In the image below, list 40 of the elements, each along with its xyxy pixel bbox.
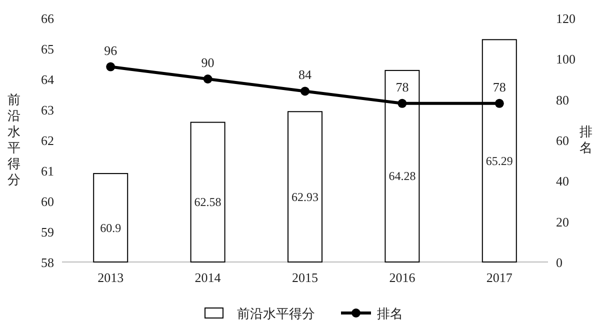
data-label: 96 (104, 42, 118, 58)
y-tick-label: 61 (41, 164, 54, 178)
y-tick-label: 62 (41, 133, 54, 148)
data-label: 78 (492, 79, 506, 94)
y-tick-label: 64 (41, 72, 54, 87)
y2-tick-label: 120 (556, 11, 576, 26)
y-tick-label: 58 (41, 255, 54, 270)
y2-tick-label: 60 (556, 133, 569, 148)
y2-tick-label: 40 (556, 174, 569, 189)
x-tick-label: 2013 (98, 270, 124, 285)
x-tick-label: 2017 (486, 270, 513, 285)
data-label: 62.93 (292, 190, 318, 204)
point (398, 98, 407, 108)
y-tick-label: 65 (41, 42, 54, 56)
y-tick-label: 60 (41, 194, 54, 209)
legend-label: 排名 (377, 306, 403, 321)
x-tick-label: 2015 (292, 270, 318, 285)
data-label: 60.9 (100, 220, 122, 235)
data-label: 84 (298, 67, 312, 82)
y2-tick-label: 0 (556, 255, 562, 270)
x-tick-label: 2014 (194, 270, 222, 285)
data-label: 90 (201, 55, 214, 70)
point (300, 86, 310, 96)
y-axis-title: 前沿水平得分 (8, 92, 20, 187)
point (494, 98, 504, 108)
data-label: 65.29 (486, 154, 513, 168)
data-label: 78 (396, 79, 409, 94)
x-tick-label: 2016 (389, 270, 416, 285)
data-label: 64.28 (388, 169, 416, 184)
y2-tick-label: 80 (556, 92, 569, 108)
point (203, 74, 212, 84)
y-tick-label: 63 (41, 102, 54, 118)
y2-tick-label: 20 (556, 214, 569, 230)
y2-tick-label: 100 (556, 52, 576, 67)
y-tick-label: 59 (41, 224, 54, 240)
legend-label: 前沿水平得分 (237, 306, 315, 321)
point (106, 62, 116, 72)
y-tick-label: 66 (41, 11, 54, 26)
data-label: 62.58 (194, 195, 222, 210)
y2-axis-title: 排名 (580, 124, 592, 155)
